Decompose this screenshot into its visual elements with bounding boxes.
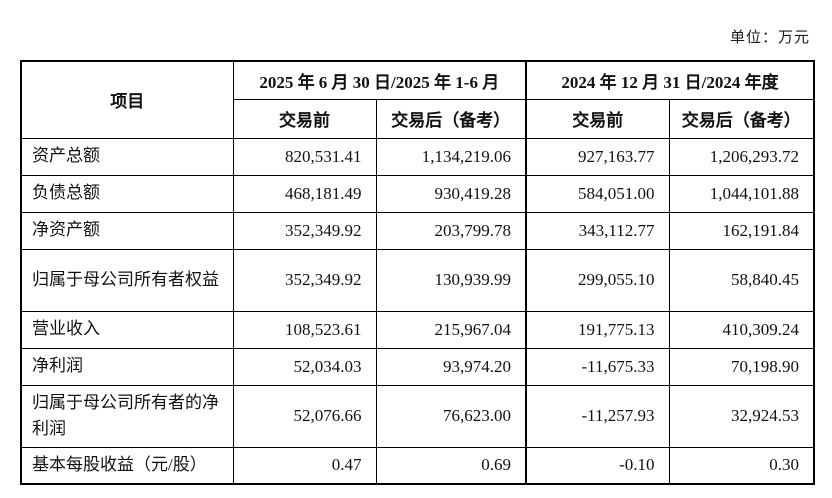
row-label: 资产总额 xyxy=(20,137,234,176)
row-label: 基本每股收益（元/股） xyxy=(20,446,234,485)
table-row-parent-equity: 归属于母公司所有者权益 352,349.92 130,939.99 299,05… xyxy=(20,248,815,312)
cell-value: 70,198.90 xyxy=(668,347,815,386)
cell-value: 93,974.20 xyxy=(375,347,527,386)
cell-value: 0.47 xyxy=(232,446,377,485)
cell-value: 0.30 xyxy=(668,446,815,485)
cell-value: 1,134,219.06 xyxy=(375,137,527,176)
table-row-total-assets: 资产总额 820,531.41 1,134,219.06 927,163.77 … xyxy=(20,137,815,176)
cell-value: 352,349.92 xyxy=(232,248,377,312)
row-label: 净资产额 xyxy=(20,211,234,250)
table-row-parent-net-profit: 归属于母公司所有者的净利润 52,076.66 76,623.00 -11,25… xyxy=(20,384,815,448)
table-row-net-assets: 净资产额 352,349.92 203,799.78 343,112.77 16… xyxy=(20,211,815,250)
cell-value: 162,191.84 xyxy=(668,211,815,250)
header-item-column: 项目 xyxy=(20,60,234,139)
cell-value: 930,419.28 xyxy=(375,174,527,213)
unit-label: 单位：万元 xyxy=(729,30,810,46)
cell-value: 108,523.61 xyxy=(232,310,377,349)
cell-value: 32,924.53 xyxy=(668,384,815,448)
cell-value: 1,044,101.88 xyxy=(668,174,815,213)
row-label: 负债总额 xyxy=(20,174,234,213)
cell-value: 0.69 xyxy=(375,446,527,485)
cell-value: 215,967.04 xyxy=(375,310,527,349)
cell-value: 1,206,293.72 xyxy=(668,137,815,176)
financial-comparison-table: 项目 2025 年 6 月 30 日/2025 年 1-6 月 2024 年 1… xyxy=(20,60,816,485)
header-row-subcolumns: 交易前 交易后（备考） 交易前 交易后（备考） xyxy=(21,98,815,139)
cell-value: -11,257.93 xyxy=(525,384,670,448)
table-row-basic-eps: 基本每股收益（元/股） 0.47 0.69 -0.10 0.30 xyxy=(20,446,815,485)
cell-value: 352,349.92 xyxy=(232,211,377,250)
row-label: 归属于母公司所有者的净利润 xyxy=(20,384,234,448)
cell-value: 58,840.45 xyxy=(668,248,815,312)
row-label: 归属于母公司所有者权益 xyxy=(20,248,234,312)
table-row-total-liabilities: 负债总额 468,181.49 930,419.28 584,051.00 1,… xyxy=(20,174,815,213)
header-2025-pre: 交易前 xyxy=(232,98,377,139)
cell-value: -11,675.33 xyxy=(525,347,670,386)
cell-value: 927,163.77 xyxy=(525,137,670,176)
header-group-2024: 2024 年 12 月 31 日/2024 年度 xyxy=(525,60,815,100)
header-2024-post: 交易后（备考） xyxy=(668,98,815,139)
cell-value: 410,309.24 xyxy=(668,310,815,349)
header-group-2025: 2025 年 6 月 30 日/2025 年 1-6 月 xyxy=(232,60,527,100)
cell-value: 468,181.49 xyxy=(232,174,377,213)
cell-value: 52,076.66 xyxy=(232,384,377,448)
cell-value: 52,034.03 xyxy=(232,347,377,386)
row-label: 净利润 xyxy=(20,347,234,386)
header-2025-post: 交易后（备考） xyxy=(375,98,527,139)
cell-value: 299,055.10 xyxy=(525,248,670,312)
cell-value: 203,799.78 xyxy=(375,211,527,250)
cell-value: 76,623.00 xyxy=(375,384,527,448)
cell-value: 343,112.77 xyxy=(525,211,670,250)
header-row-groups: 项目 2025 年 6 月 30 日/2025 年 1-6 月 2024 年 1… xyxy=(20,60,815,139)
cell-value: 191,775.13 xyxy=(525,310,670,349)
cell-value: -0.10 xyxy=(525,446,670,485)
cell-value: 130,939.99 xyxy=(375,248,527,312)
row-label: 营业收入 xyxy=(20,310,234,349)
cell-value: 584,051.00 xyxy=(525,174,670,213)
table-row-operating-revenue: 营业收入 108,523.61 215,967.04 191,775.13 41… xyxy=(20,310,815,349)
table-row-net-profit: 净利润 52,034.03 93,974.20 -11,675.33 70,19… xyxy=(20,347,815,386)
cell-value: 820,531.41 xyxy=(232,137,377,176)
header-2024-pre: 交易前 xyxy=(525,98,670,139)
